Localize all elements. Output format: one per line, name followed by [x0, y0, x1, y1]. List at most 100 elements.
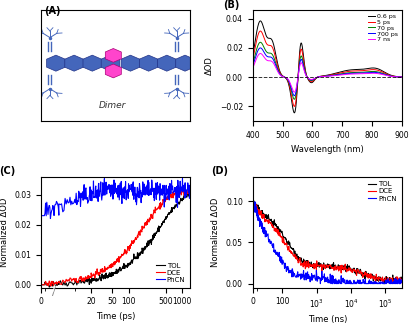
PhCN — [293, 273, 298, 277]
DCE — [131, 239, 136, 243]
PhCN — [249, 282, 254, 285]
X-axis label: Wavelength (nm): Wavelength (nm) — [290, 145, 363, 154]
PhCN — [251, 206, 256, 210]
DCE — [355, 268, 360, 272]
70 ps — [372, 70, 377, 74]
7 ns — [331, 74, 336, 77]
PhCN — [393, 277, 398, 281]
Polygon shape — [65, 55, 83, 71]
7 ns — [396, 75, 400, 79]
0.6 ps — [321, 74, 326, 78]
Line: 700 ps: 700 ps — [252, 48, 401, 96]
Line: 70 ps: 70 ps — [252, 42, 401, 99]
Text: (C): (C) — [0, 166, 16, 176]
DCE — [251, 204, 256, 208]
Line: PhCN: PhCN — [252, 197, 409, 284]
TOL — [137, 252, 142, 256]
5 ps — [321, 74, 326, 78]
TOL — [187, 194, 192, 198]
TOL — [131, 257, 136, 261]
70 ps — [322, 74, 327, 78]
PhCN — [180, 177, 184, 181]
Polygon shape — [105, 48, 121, 62]
DCE — [137, 233, 142, 237]
Text: (A): (A) — [44, 6, 61, 16]
Polygon shape — [121, 55, 139, 71]
Polygon shape — [83, 55, 101, 71]
700 ps — [398, 75, 403, 79]
Polygon shape — [175, 55, 194, 71]
5 ps — [339, 71, 344, 75]
Text: Dimer: Dimer — [99, 101, 126, 110]
700 ps — [339, 72, 344, 76]
TOL — [249, 282, 254, 285]
0.6 ps — [398, 75, 403, 79]
Line: TOL: TOL — [41, 191, 190, 287]
X-axis label: Time (ns): Time (ns) — [307, 316, 346, 324]
0.6 ps — [372, 66, 377, 70]
70 ps — [257, 40, 262, 44]
7 ns — [291, 90, 296, 94]
5 ps — [322, 74, 327, 78]
TOL — [187, 189, 192, 193]
7 ns — [339, 73, 344, 77]
7 ns — [321, 75, 326, 78]
TOL — [293, 252, 298, 256]
DCE — [293, 255, 298, 259]
PhCN — [158, 187, 163, 191]
700 ps — [372, 71, 377, 75]
PhCN — [393, 282, 398, 285]
700 ps — [291, 94, 296, 98]
DCE — [85, 277, 90, 281]
70 ps — [398, 75, 403, 79]
700 ps — [257, 46, 262, 50]
DCE — [250, 199, 255, 203]
7 ns — [322, 75, 327, 78]
Y-axis label: ΔOD: ΔOD — [204, 56, 213, 75]
Legend: TOL, DCE, PhCN: TOL, DCE, PhCN — [366, 180, 398, 203]
5 ps — [249, 58, 254, 62]
7 ns — [398, 75, 403, 79]
Legend: 0.6 ps, 5 ps, 70 ps, 700 ps, 7 ns: 0.6 ps, 5 ps, 70 ps, 700 ps, 7 ns — [366, 13, 398, 43]
Line: DCE: DCE — [41, 188, 190, 286]
Line: 0.6 ps: 0.6 ps — [252, 21, 401, 113]
PhCN — [250, 195, 255, 199]
PhCN — [355, 280, 360, 284]
5 ps — [372, 68, 377, 72]
TOL — [158, 225, 163, 229]
Polygon shape — [101, 55, 119, 71]
Line: TOL: TOL — [252, 201, 409, 284]
700 ps — [331, 73, 336, 77]
0.6 ps — [322, 74, 327, 77]
Text: /: / — [52, 287, 55, 297]
PhCN — [118, 193, 123, 197]
PhCN — [131, 189, 136, 193]
DCE — [393, 280, 398, 284]
Line: PhCN: PhCN — [41, 179, 190, 218]
TOL — [250, 199, 255, 203]
DCE — [158, 205, 163, 209]
PhCN — [48, 216, 53, 220]
TOL — [251, 201, 256, 205]
TOL — [393, 277, 398, 281]
0.6 ps — [339, 70, 344, 74]
70 ps — [291, 97, 296, 101]
PhCN — [155, 184, 160, 188]
5 ps — [291, 104, 296, 108]
DCE — [308, 264, 312, 268]
70 ps — [339, 72, 344, 76]
5 ps — [398, 75, 403, 79]
TOL — [39, 283, 44, 287]
Line: DCE: DCE — [252, 201, 409, 284]
7 ns — [372, 71, 377, 75]
PhCN — [85, 196, 90, 199]
5 ps — [257, 29, 262, 33]
TOL — [85, 280, 90, 284]
DCE — [187, 189, 192, 193]
DCE — [118, 254, 123, 258]
DCE — [186, 186, 191, 190]
Line: 7 ns: 7 ns — [252, 54, 401, 92]
DCE — [393, 275, 398, 279]
0.6 ps — [257, 19, 262, 23]
Legend: TOL, DCE, PhCN: TOL, DCE, PhCN — [155, 261, 186, 284]
